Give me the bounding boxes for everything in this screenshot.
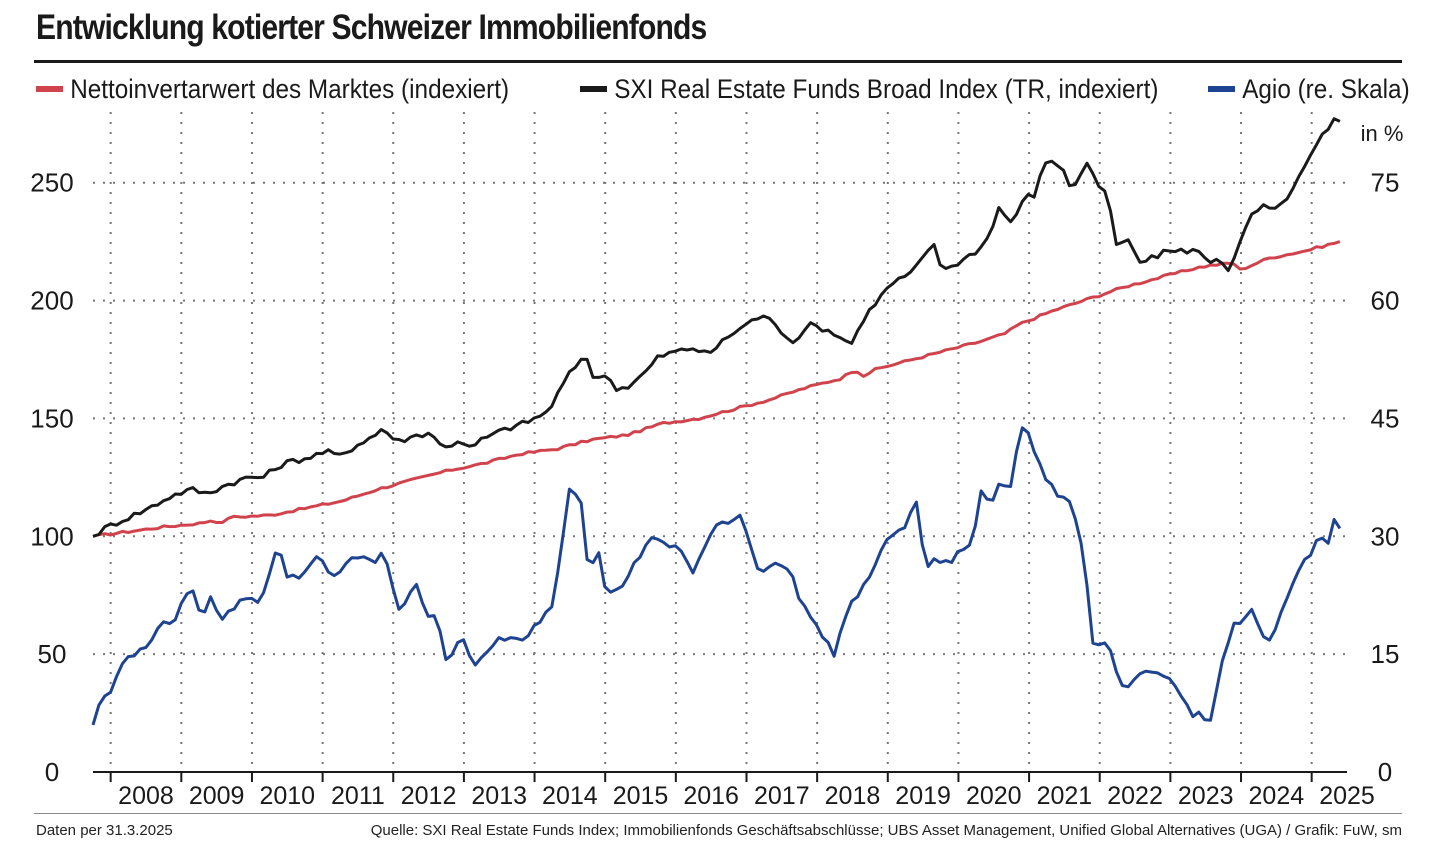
y2-tick-label: 15 — [1371, 639, 1400, 669]
x-tick-label: 2017 — [754, 782, 810, 810]
legend-swatch-agio — [1208, 86, 1235, 92]
x-tick-label: 2016 — [683, 782, 739, 810]
x-tick-label: 2021 — [1037, 782, 1093, 810]
legend-swatch-sxi — [580, 86, 607, 92]
y2-tick-label: 30 — [1371, 521, 1400, 551]
y2-tick-label: 60 — [1371, 286, 1400, 316]
x-tick-label: 2024 — [1249, 782, 1305, 810]
legend-label-agio: Agio (re. Skala) — [1242, 73, 1410, 104]
x-tick-label: 2010 — [259, 782, 315, 810]
series-line-nav — [92, 240, 1341, 538]
y-tick-label: 250 — [30, 168, 73, 198]
footer-rule — [34, 813, 1402, 814]
y-tick-label: 50 — [38, 639, 67, 669]
x-tick-label: 2013 — [471, 782, 527, 810]
chart-title: Entwicklung kotierter Schweizer Immobili… — [36, 8, 707, 47]
legend-swatch-nav — [36, 86, 63, 92]
legend-sxi: SXI Real Estate Funds Broad Index (TR, i… — [580, 71, 1159, 107]
y2-tick-label: 45 — [1371, 403, 1400, 433]
legend-nav: Nettoinvertarwert des Marktes (indexiert… — [36, 71, 509, 107]
x-tick-label: 2012 — [401, 782, 457, 810]
legend-label-sxi: SXI Real Estate Funds Broad Index (TR, i… — [614, 73, 1159, 104]
y2-unit-label: in % — [1361, 121, 1404, 146]
footer-source: Quelle: SXI Real Estate Funds Index; Imm… — [370, 822, 1402, 839]
x-tick-label: 2025 — [1319, 782, 1375, 810]
x-tick-label: 2011 — [331, 782, 385, 810]
y2-tick-label: 0 — [1378, 757, 1392, 787]
footer-date: Daten per 31.3.2025 — [36, 822, 173, 839]
series-line-sxi — [92, 117, 1341, 538]
y-tick-label: 100 — [30, 521, 73, 551]
y-tick-label: 150 — [30, 403, 73, 433]
y-tick-label: 200 — [30, 286, 73, 316]
legend-label-nav: Nettoinvertarwert des Marktes (indexiert… — [70, 73, 510, 104]
x-tick-label: 2008 — [118, 782, 174, 810]
x-tick-label: 2018 — [825, 782, 881, 810]
series-line-agio — [91, 426, 1342, 726]
x-tick-label: 2014 — [542, 782, 598, 810]
y2-tick-label: 75 — [1371, 168, 1400, 198]
x-tick-label: 2019 — [895, 782, 951, 810]
legend-agio: Agio (re. Skala) — [1208, 71, 1410, 107]
x-tick-label: 2022 — [1107, 782, 1163, 810]
title-rule — [34, 60, 1402, 63]
x-tick-label: 2020 — [966, 782, 1022, 810]
x-tick-label: 2009 — [189, 782, 245, 810]
y-tick-label: 0 — [45, 757, 59, 787]
x-tick-label: 2023 — [1178, 782, 1234, 810]
x-tick-label: 2015 — [613, 782, 669, 810]
